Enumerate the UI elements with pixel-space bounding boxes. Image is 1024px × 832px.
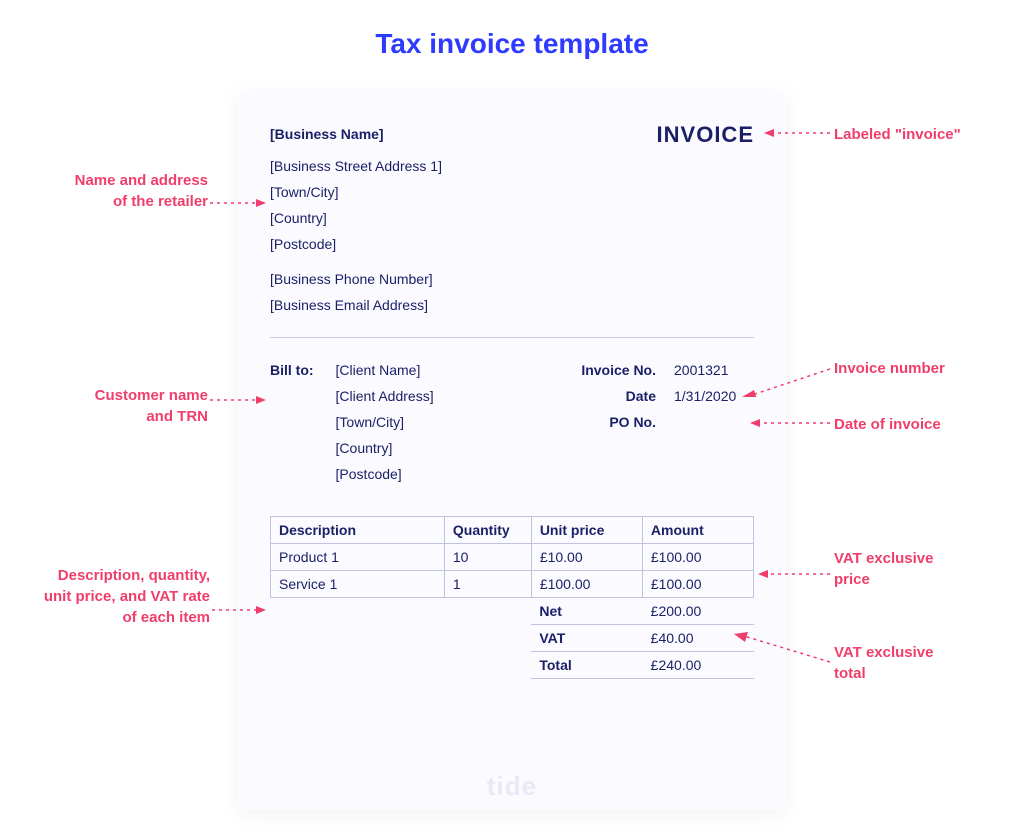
cell-desc: Product 1 xyxy=(271,543,445,570)
vat-label: VAT xyxy=(531,624,642,651)
client-town: [Town/City] xyxy=(336,410,434,436)
business-postcode: [Postcode] xyxy=(270,232,442,258)
cell-amount: £100.00 xyxy=(642,570,753,597)
client-block: [Client Name] [Client Address] [Town/Cit… xyxy=(336,358,434,487)
client-postcode: [Postcode] xyxy=(336,462,434,488)
date-value: 1/31/2020 xyxy=(674,384,754,410)
annot-vat-excl-total: VAT exclusive total xyxy=(834,642,934,684)
invoice-no-value: 2001321 xyxy=(674,358,754,384)
business-email: [Business Email Address] xyxy=(270,293,442,319)
annot-items: Description, quantity, unit price, and V… xyxy=(42,565,210,628)
table-row: Product 1 10 £10.00 £100.00 xyxy=(271,543,754,570)
invoice-card: [Business Name] [Business Street Address… xyxy=(238,92,786,810)
annot-invoice-date: Date of invoice xyxy=(834,414,941,435)
net-value: £200.00 xyxy=(643,598,754,625)
bill-to-block: Bill to: [Client Name] [Client Address] … xyxy=(270,358,434,487)
bill-to-label: Bill to: xyxy=(270,358,314,487)
meta-labels: Invoice No. Date PO No. xyxy=(581,358,656,487)
cell-unit: £100.00 xyxy=(531,570,642,597)
totals-table: Net £200.00 VAT £40.00 Total £240.00 xyxy=(270,598,754,679)
meta-block: Invoice No. Date PO No. 2001321 1/31/202… xyxy=(581,358,754,487)
client-address: [Client Address] xyxy=(336,384,434,410)
total-label: Total xyxy=(531,651,642,678)
items-table: Description Quantity Unit price Amount P… xyxy=(270,516,754,598)
cell-unit: £10.00 xyxy=(531,543,642,570)
invoice-header: [Business Name] [Business Street Address… xyxy=(270,122,754,319)
th-quantity: Quantity xyxy=(444,516,531,543)
business-street: [Business Street Address 1] xyxy=(270,154,442,180)
annot-labeled-invoice: Labeled "invoice" xyxy=(834,124,961,145)
business-name: [Business Name] xyxy=(270,122,442,148)
date-label: Date xyxy=(581,384,656,410)
annot-retailer: Name and address of the retailer xyxy=(58,170,208,212)
business-town: [Town/City] xyxy=(270,180,442,206)
th-description: Description xyxy=(271,516,445,543)
cell-qty: 1 xyxy=(444,570,531,597)
annot-invoice-number: Invoice number xyxy=(834,358,945,379)
invoice-no-label: Invoice No. xyxy=(581,358,656,384)
th-amount: Amount xyxy=(642,516,753,543)
bill-meta-row: Bill to: [Client Name] [Client Address] … xyxy=(270,358,754,487)
meta-values: 2001321 1/31/2020 xyxy=(674,358,754,487)
annot-vat-excl-price: VAT exclusive price xyxy=(834,548,934,590)
table-header-row: Description Quantity Unit price Amount xyxy=(271,516,754,543)
divider xyxy=(270,337,754,338)
cell-desc: Service 1 xyxy=(271,570,445,597)
business-block: [Business Name] [Business Street Address… xyxy=(270,122,442,319)
table-row: Service 1 1 £100.00 £100.00 xyxy=(271,570,754,597)
vat-value: £40.00 xyxy=(643,624,754,651)
cell-qty: 10 xyxy=(444,543,531,570)
business-country: [Country] xyxy=(270,206,442,232)
client-country: [Country] xyxy=(336,436,434,462)
invoice-label: INVOICE xyxy=(657,122,754,148)
watermark: tide xyxy=(238,771,786,802)
business-phone: [Business Phone Number] xyxy=(270,267,442,293)
net-label: Net xyxy=(531,598,642,625)
th-unit-price: Unit price xyxy=(531,516,642,543)
cell-amount: £100.00 xyxy=(642,543,753,570)
po-no-label: PO No. xyxy=(581,410,656,436)
annot-customer: Customer name and TRN xyxy=(68,385,208,427)
total-value: £240.00 xyxy=(643,651,754,678)
client-name: [Client Name] xyxy=(336,358,434,384)
page-title: Tax invoice template xyxy=(0,0,1024,78)
